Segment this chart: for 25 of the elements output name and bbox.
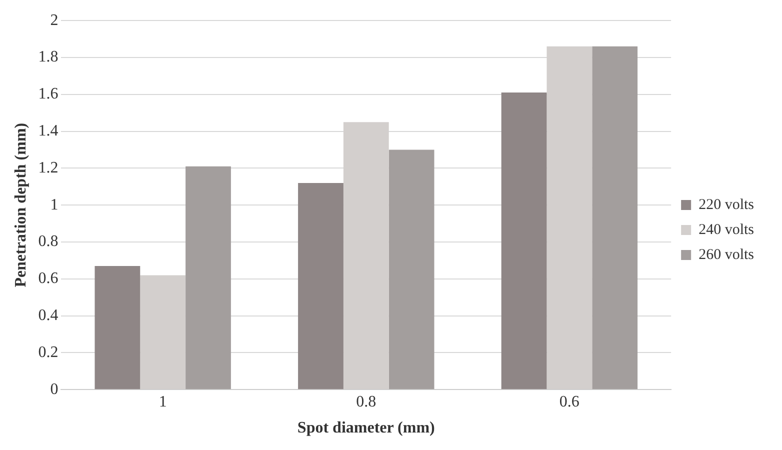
y-tick-label: 0.8 (38, 233, 58, 250)
bar (186, 166, 231, 390)
y-tick-label: 0.2 (38, 344, 58, 361)
y-tick-label: 1.4 (38, 122, 58, 140)
y-tick-label: 0 (50, 380, 58, 398)
y-tick-label: 1.8 (38, 48, 58, 66)
x-axis-title: Spot diameter (mm) (297, 420, 435, 437)
x-tick-label: 1 (158, 393, 167, 410)
bar (592, 46, 638, 390)
y-tick-label: 1.2 (38, 159, 58, 176)
bar (298, 182, 344, 390)
legend-label: 260 volts (698, 246, 754, 263)
x-tick-label: 0.8 (356, 393, 376, 410)
legend-label: 220 volts (698, 196, 754, 213)
y-tick-label: 2 (50, 12, 58, 29)
y-axis-title: Penetration depth (mm) (12, 122, 30, 288)
y-tick-label: 0.4 (38, 307, 58, 324)
bar (94, 266, 140, 390)
y-tick-label: 1.6 (38, 86, 58, 103)
bar (501, 92, 547, 390)
legend-label: 240 volts (698, 222, 754, 238)
x-tick-label: 0.6 (559, 393, 580, 410)
bar (388, 150, 434, 390)
y-tick-label: 1 (50, 196, 58, 214)
y-tick-label: 0.6 (38, 270, 58, 288)
